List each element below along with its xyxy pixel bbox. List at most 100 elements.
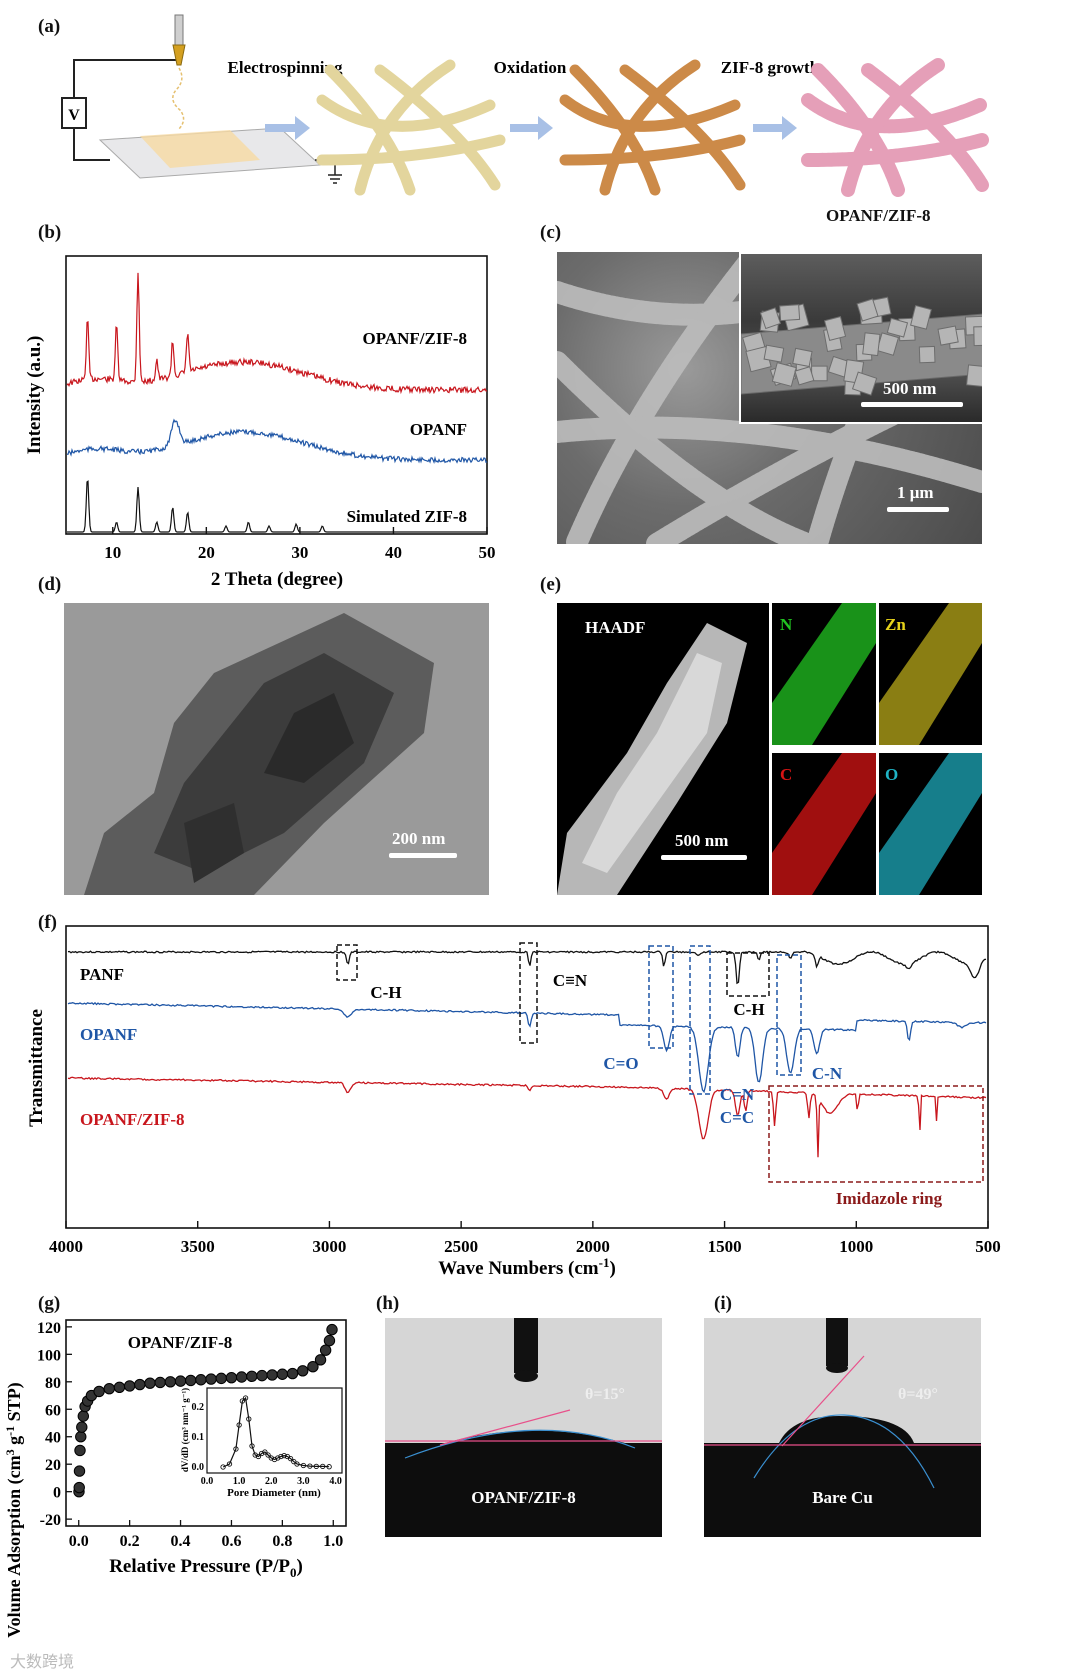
bet-title: OPANF/ZIF-8 <box>128 1333 233 1352</box>
panel-label-b: (b) <box>38 222 62 243</box>
haadf-image: HAADF 500 nm <box>557 603 769 895</box>
xrd-legend-simulated: Simulated ZIF-8 <box>347 507 467 526</box>
bet-inset-point <box>252 1452 258 1458</box>
sem-inset <box>739 252 982 424</box>
bet-inset-point <box>294 1461 300 1467</box>
ftir-legend-opanf-zif8: OPANF/ZIF-8 <box>80 1110 185 1129</box>
panel-label-i: (i) <box>714 1293 732 1314</box>
ftir-x-tick-label: 1000 <box>839 1237 873 1256</box>
sem-inset-scale-bar <box>861 402 963 407</box>
ftir-legend-opanf: OPANF <box>80 1025 137 1044</box>
zif8-crystal <box>910 304 932 330</box>
bet-inset-x-tick-label: 3.0 <box>297 1476 310 1487</box>
ftir-legend-panf: PANF <box>80 965 124 984</box>
sem-inset-scale-label: 500 nm <box>883 379 937 398</box>
bet-inset-point <box>255 1453 262 1460</box>
bet-x-tick-label: 0.0 <box>69 1533 89 1550</box>
bet-data-point <box>75 1431 87 1443</box>
zif8-crystal <box>794 366 815 386</box>
bet-inset-point <box>236 1422 242 1428</box>
bet-inset: 0.0 1.0 2.0 3.0 4.0 0.0 0.1 0.2 Pore Diameter (… <box>180 1387 343 1499</box>
bet-data-point <box>77 1410 90 1422</box>
zif8-crystal <box>973 325 982 347</box>
bet-data-point <box>276 1368 289 1380</box>
eds-label-zn: Zn <box>885 615 906 634</box>
haadf-scale-label: 500 nm <box>675 831 729 850</box>
ftir-x-tick-label: 4000 <box>49 1237 83 1256</box>
bet-y-tick-label: 80 <box>45 1375 61 1392</box>
annot-cn-triple: C≡N <box>553 971 588 990</box>
eds-label-o: O <box>885 765 899 784</box>
bet-data-point <box>326 1323 338 1336</box>
bet-y-tick-label: 120 <box>37 1320 61 1337</box>
tem-scale-label: 200 nm <box>392 829 446 848</box>
bet-y-tick-label: -20 <box>40 1512 61 1529</box>
zif8-crystal <box>779 304 801 322</box>
xrd-plot-frame <box>65 255 488 535</box>
bet-inset-point <box>239 1398 246 1404</box>
xrd-series-line <box>66 272 488 395</box>
bet-x-tick-label: 0.8 <box>272 1533 292 1550</box>
bet-inset-x-tick-label: 1.0 <box>233 1476 246 1487</box>
bet-y-tick-label: 60 <box>45 1402 61 1419</box>
xrd-legend-opanf-zif8: OPANF/ZIF-8 <box>362 329 467 348</box>
panel-label-g: (g) <box>38 1293 61 1314</box>
annot-cn-double: C=N <box>720 1085 755 1104</box>
bet-inset-point <box>220 1464 226 1470</box>
bet-data-point <box>174 1375 187 1387</box>
bet-data-point <box>195 1374 207 1386</box>
xrd-x-tick-label: 30 <box>291 543 308 562</box>
xrd-x-tick-label: 10 <box>104 543 121 562</box>
syringe-icon <box>174 14 184 46</box>
xrd-x-axis-label: 2 Theta (degree) <box>211 569 343 590</box>
xrd-x-tick-label: 50 <box>479 543 496 562</box>
box-co <box>648 945 674 1049</box>
bet-inset-x-label: Pore Diameter (nm) <box>227 1487 321 1499</box>
box-ch2 <box>726 952 770 997</box>
box-imidazole <box>768 1085 984 1183</box>
panel-label-c: (c) <box>540 222 562 243</box>
zif8-crystal <box>862 332 881 357</box>
zif8-crystal <box>966 364 982 388</box>
annot-c-n: C-N <box>812 1064 843 1083</box>
bet-inset-point <box>249 1443 255 1449</box>
bet-data-point <box>307 1360 319 1373</box>
bet-data-point <box>185 1374 197 1387</box>
bet-x-tick-label: 1.0 <box>323 1533 343 1550</box>
bet-inset-point <box>275 1455 281 1461</box>
sem-image: 500 nm 1 μm <box>557 252 982 544</box>
bet-data-point <box>286 1367 299 1380</box>
bet-data-point <box>246 1370 258 1383</box>
bet-data-point <box>113 1381 126 1393</box>
panel-label-f: (f) <box>38 912 57 933</box>
bet-inset-x-tick-label: 0.0 <box>201 1476 214 1487</box>
bet-y-tick-label: 40 <box>45 1430 61 1447</box>
box-cn-triple <box>519 942 538 1044</box>
xrd-y-axis-label: Intensity (a.u.) <box>24 336 45 455</box>
bet-data-point <box>74 1444 86 1457</box>
watermark: 大数跨境 <box>10 1652 75 1671</box>
xrd-series-line <box>66 418 488 464</box>
bet-inset-point <box>281 1452 287 1459</box>
ftir-x-tick-label: 2000 <box>576 1237 610 1256</box>
box-cn-double <box>689 945 711 1095</box>
bet-inset-point <box>300 1462 307 1469</box>
annot-co: C=O <box>603 1054 638 1073</box>
bet-inset-point <box>258 1450 265 1457</box>
zif8-crystal <box>763 344 785 363</box>
panel-a-schematic: V Electrospinning Oxidation ZIF-8 growth <box>61 14 989 197</box>
zif8-crystal <box>918 345 936 364</box>
ftir-plot-frame <box>65 925 989 1229</box>
ftir-x-tick-label: 3500 <box>181 1237 215 1256</box>
bet-inset-point <box>226 1461 233 1467</box>
ftir-series-line <box>67 1076 987 1158</box>
bet-data-point <box>73 1481 85 1494</box>
electrospinning-setup: V <box>61 14 342 184</box>
bet-inset-y-tick-label: 0.1 <box>192 1432 205 1443</box>
bet-y-tick-label: 0 <box>53 1485 61 1502</box>
bet-data-point <box>76 1421 88 1433</box>
haadf-scale-bar <box>661 855 747 860</box>
ftir-x-tick-label: 2500 <box>444 1237 478 1256</box>
panel-label-a: (a) <box>38 16 61 37</box>
bet-data-point <box>154 1376 166 1389</box>
